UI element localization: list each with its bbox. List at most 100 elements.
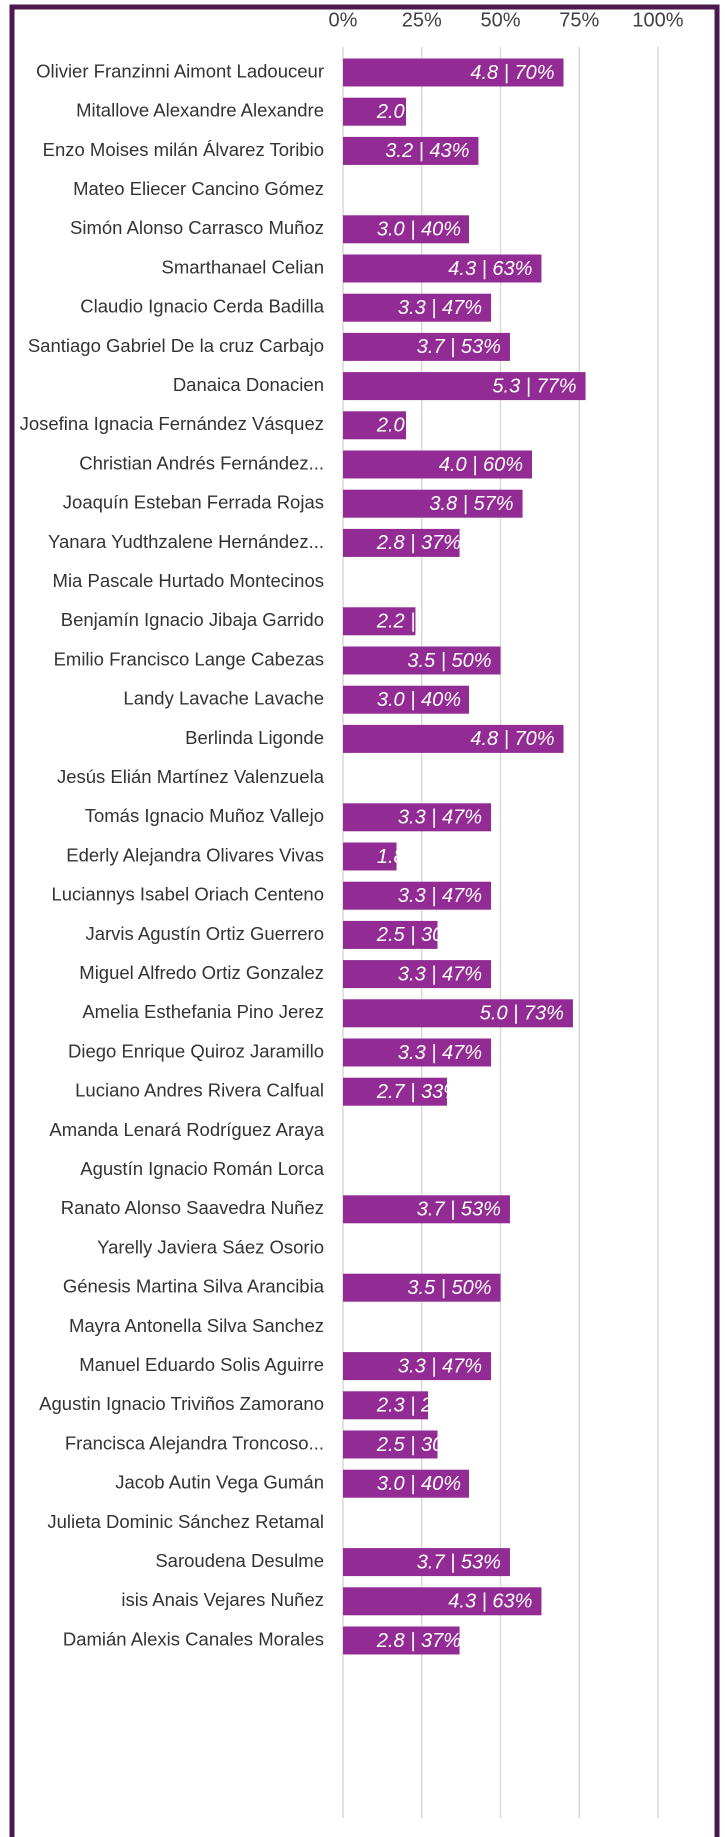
bar [343, 1548, 510, 1577]
category-label: isis Anais Vejares Nuñez [121, 1589, 324, 1610]
category-label: Agustín Ignacio Román Lorca [80, 1158, 324, 1179]
bar [343, 332, 510, 361]
value-label: 3.8 | 57% [429, 493, 513, 515]
category-label: Landy Lavache Lavache [123, 688, 324, 709]
x-tick-label: 25% [402, 9, 442, 31]
bar [343, 58, 564, 87]
x-tick-label: 75% [559, 9, 599, 31]
value-label: 3.5 | 50% [407, 650, 491, 672]
bar [343, 607, 416, 636]
value-label: 4.3 | 63% [448, 1591, 532, 1613]
category-label: Olivier Franzinni Aimont Ladouceur [36, 60, 324, 81]
value-label: 5.0 | 73% [480, 1003, 564, 1025]
bar [343, 254, 542, 283]
category-label: Berlinda Ligonde [185, 727, 324, 748]
value-label: 3.0 | 40% [377, 689, 461, 711]
bar [343, 450, 532, 479]
value-label: 3.7 | 53% [417, 336, 501, 358]
value-label: 3.5 | 50% [407, 1277, 491, 1299]
category-label: Luciano Andres Rivera Calfual [75, 1080, 324, 1101]
category-label: Manuel Eduardo Solis Aguirre [79, 1354, 324, 1375]
bar [343, 646, 501, 675]
value-label: 4.0 | 60% [439, 454, 523, 476]
category-label: Amanda Lenará Rodríguez Araya [49, 1119, 324, 1140]
category-label: Mitallove Alexandre Alexandre [76, 100, 324, 121]
value-label: 3.3 | 47% [398, 885, 482, 907]
bar [343, 136, 479, 165]
bar [343, 1391, 429, 1420]
bar [343, 1195, 510, 1224]
value-label: 3.3 | 47% [398, 1355, 482, 1377]
category-label: Tomás Ignacio Muñoz Vallejo [85, 805, 324, 826]
value-label: 3.3 | 47% [398, 963, 482, 985]
category-label: Saroudena Desulme [155, 1550, 324, 1571]
bar [343, 215, 469, 244]
bar [343, 1626, 460, 1655]
category-label: Simón Alonso Carrasco Muñoz [70, 217, 324, 238]
bar [343, 920, 438, 949]
value-label: 2.5 | 30% [376, 1434, 461, 1456]
category-label: Luciannys Isabel Oriach Centeno [51, 884, 324, 905]
category-label: Yarelly Javiera Sáez Osorio [97, 1236, 324, 1257]
value-label: 2.8 | 37% [376, 532, 461, 554]
category-label: Smarthanael Celian [162, 256, 324, 277]
value-label: 4.8 | 70% [470, 728, 554, 750]
frame [9, 4, 720, 1837]
bar [343, 881, 492, 910]
bar [343, 803, 492, 832]
value-label: 1.8 | 17% [377, 846, 461, 868]
bar [343, 685, 469, 714]
bar [343, 489, 523, 518]
value-label: 3.7 | 53% [417, 1199, 501, 1221]
bar [343, 999, 573, 1028]
value-label: 3.7 | 53% [417, 1551, 501, 1573]
category-label: Emilio Francisco Lange Cabezas [54, 648, 324, 669]
value-label: 3.0 | 40% [377, 219, 461, 241]
category-label: Francisca Alejandra Troncoso... [65, 1432, 324, 1453]
category-label: Génesis Martina Silva Arancibia [63, 1276, 325, 1297]
category-label: Ranato Alonso Saavedra Nuñez [61, 1197, 324, 1218]
category-label: Amelia Esthefania Pino Jerez [82, 1001, 324, 1022]
value-label: 2.5 | 30% [376, 924, 461, 946]
category-label: Diego Enrique Quiroz Jaramillo [68, 1040, 324, 1061]
value-label: 4.8 | 70% [470, 62, 554, 84]
value-label: 5.3 | 77% [492, 375, 576, 397]
category-label: Damián Alexis Canales Morales [63, 1628, 324, 1649]
category-label: Yanara Yudthzalene Hernández... [48, 531, 324, 552]
value-label: 4.3 | 63% [448, 258, 532, 280]
bar [343, 842, 397, 871]
category-label: Josefina Ignacia Fernández Vásquez [20, 413, 324, 434]
bar [343, 293, 492, 322]
bar [343, 1469, 469, 1498]
category-label: Jesús Elián Martínez Valenzuela [57, 766, 325, 787]
category-label: Christian Andrés Fernández... [79, 452, 324, 473]
category-label: Ederly Alejandra Olivares Vivas [66, 844, 324, 865]
value-label: 3.3 | 47% [398, 807, 482, 829]
category-label: Claudio Ignacio Cerda Badilla [80, 296, 324, 317]
bar [343, 1352, 492, 1381]
value-label: 2.0 | 20% [376, 101, 461, 123]
x-tick-label: 0% [329, 9, 358, 31]
category-label: Agustin Ignacio Triviños Zamorano [39, 1393, 324, 1414]
bar [343, 1273, 501, 1302]
bar [343, 1587, 542, 1616]
category-label: Joaquín Esteban Ferrada Rojas [63, 492, 324, 513]
category-label: Danaica Donacien [173, 374, 324, 395]
category-label: Benjamín Ignacio Jibaja Garrido [61, 609, 324, 630]
category-label: Mia Pascale Hurtado Montecinos [53, 570, 324, 591]
bar [343, 960, 492, 989]
bar [343, 372, 586, 401]
value-label: 3.0 | 40% [377, 1473, 461, 1495]
x-tick-label: 100% [632, 9, 683, 31]
bar [343, 411, 406, 440]
bar [343, 1077, 447, 1106]
value-label: 3.3 | 47% [398, 1042, 482, 1064]
bar [343, 1430, 438, 1459]
bar [343, 528, 460, 557]
category-label: Mayra Antonella Silva Sanchez [69, 1315, 324, 1336]
x-tick-label: 50% [480, 9, 520, 31]
bar [343, 724, 564, 753]
category-label: Mateo Eliecer Cancino Gómez [73, 178, 324, 199]
category-label: Enzo Moises milán Álvarez Toribio [43, 139, 324, 160]
